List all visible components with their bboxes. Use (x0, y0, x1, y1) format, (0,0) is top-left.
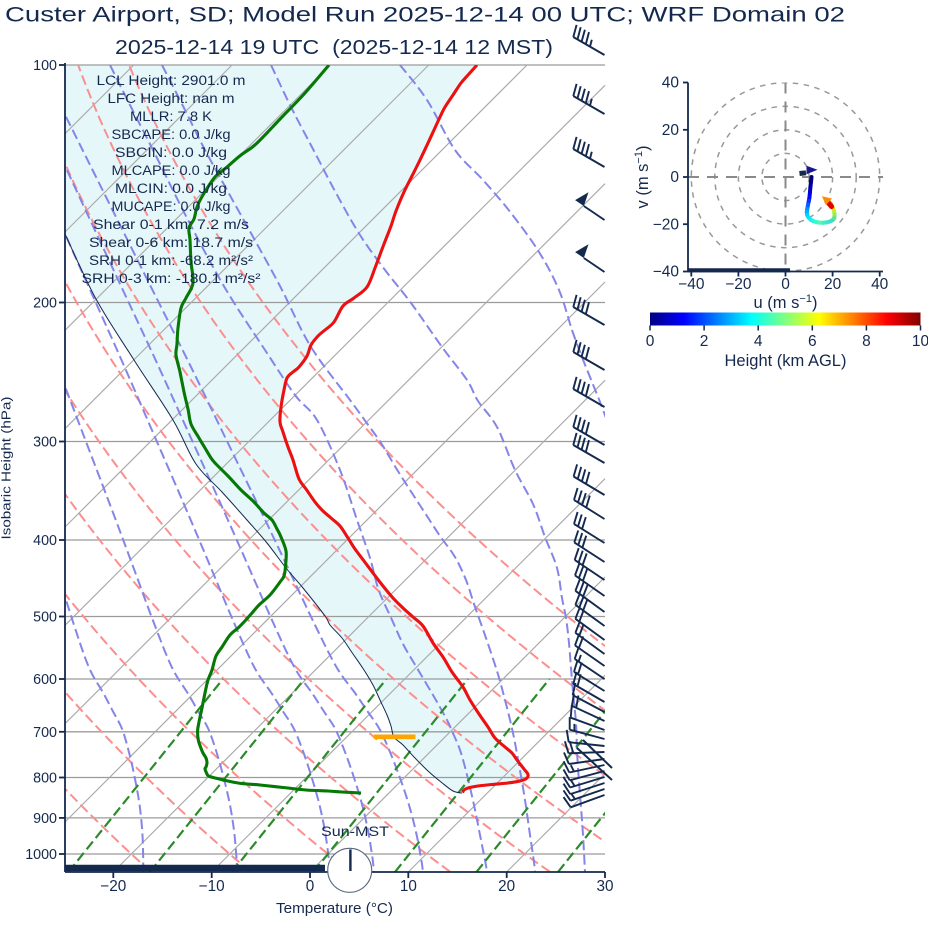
svg-text:1000: 1000 (25, 847, 57, 863)
svg-text:4: 4 (754, 333, 763, 350)
svg-text:SBCIN: 0.0 J/kg: SBCIN: 0.0 J/kg (115, 145, 227, 160)
svg-text:40: 40 (662, 75, 680, 92)
svg-text:20: 20 (662, 122, 680, 139)
svg-text:SBCAPE: 0.0 J/kg: SBCAPE: 0.0 J/kg (112, 127, 231, 142)
svg-text:8: 8 (862, 333, 871, 350)
svg-text:MLLR: 7.8 K: MLLR: 7.8 K (130, 109, 212, 124)
svg-text:700: 700 (33, 725, 57, 741)
svg-text:LCL Height: 2901.0 m: LCL Height: 2901.0 m (97, 73, 246, 88)
svg-text:0: 0 (670, 169, 679, 186)
svg-text:2: 2 (700, 333, 709, 350)
svg-text:Isobaric Height (hPa): Isobaric Height (hPa) (0, 397, 14, 540)
svg-text:0: 0 (646, 333, 655, 350)
svg-text:−20: −20 (100, 878, 126, 895)
svg-text:SRH 0-3 km: -180.1 m²/s²: SRH 0-3 km: -180.1 m²/s² (82, 271, 262, 286)
svg-text:10: 10 (912, 333, 928, 350)
svg-text:Height (km AGL): Height (km AGL) (725, 352, 847, 370)
svg-text:500: 500 (33, 609, 57, 625)
svg-text:800: 800 (33, 771, 57, 787)
svg-text:10: 10 (400, 878, 417, 895)
svg-text:0: 0 (306, 878, 315, 895)
svg-text:−40: −40 (653, 264, 680, 281)
svg-text:−20: −20 (653, 216, 680, 233)
svg-text:Custer Airport, SD; Model Run: Custer Airport, SD; Model Run 2025-12-14… (5, 3, 845, 27)
svg-text:40: 40 (871, 276, 889, 293)
svg-text:MLCIN: 0.0 J/kg: MLCIN: 0.0 J/kg (115, 181, 227, 196)
svg-text:20: 20 (498, 878, 515, 895)
svg-text:400: 400 (33, 533, 57, 549)
svg-text:2025-12-14 19 UTC (2025-12-14: 2025-12-14 19 UTC (2025-12-14 12 MST) (115, 37, 553, 59)
svg-text:MLCAPE: 0.0 J/kg: MLCAPE: 0.0 J/kg (112, 163, 231, 178)
svg-text:600: 600 (33, 672, 57, 688)
svg-text:LFC Height: nan m: LFC Height: nan m (108, 91, 235, 106)
svg-text:0: 0 (781, 276, 790, 293)
svg-text:900: 900 (33, 811, 57, 827)
svg-text:Shear 0-6 km: 18.7 m/s: Shear 0-6 km: 18.7 m/s (89, 235, 253, 250)
svg-text:Sun-MST: Sun-MST (321, 824, 389, 839)
svg-text:20: 20 (824, 276, 842, 293)
svg-text:SRH 0-1 km: -68.2 m²/s²: SRH 0-1 km: -68.2 m²/s² (89, 253, 254, 268)
svg-text:−40: −40 (678, 276, 705, 293)
svg-text:Temperature (°C): Temperature (°C) (276, 900, 393, 917)
svg-text:−20: −20 (725, 276, 752, 293)
svg-text:Shear 0-1 km: 7.2 m/s: Shear 0-1 km: 7.2 m/s (93, 217, 249, 232)
svg-text:−10: −10 (199, 878, 225, 895)
svg-text:100: 100 (33, 58, 57, 74)
svg-text:300: 300 (33, 434, 57, 450)
svg-text:200: 200 (33, 296, 57, 312)
svg-text:6: 6 (808, 333, 817, 350)
svg-text:30: 30 (596, 878, 613, 895)
svg-text:MUCAPE: 0.0 J/kg: MUCAPE: 0.0 J/kg (112, 199, 231, 214)
